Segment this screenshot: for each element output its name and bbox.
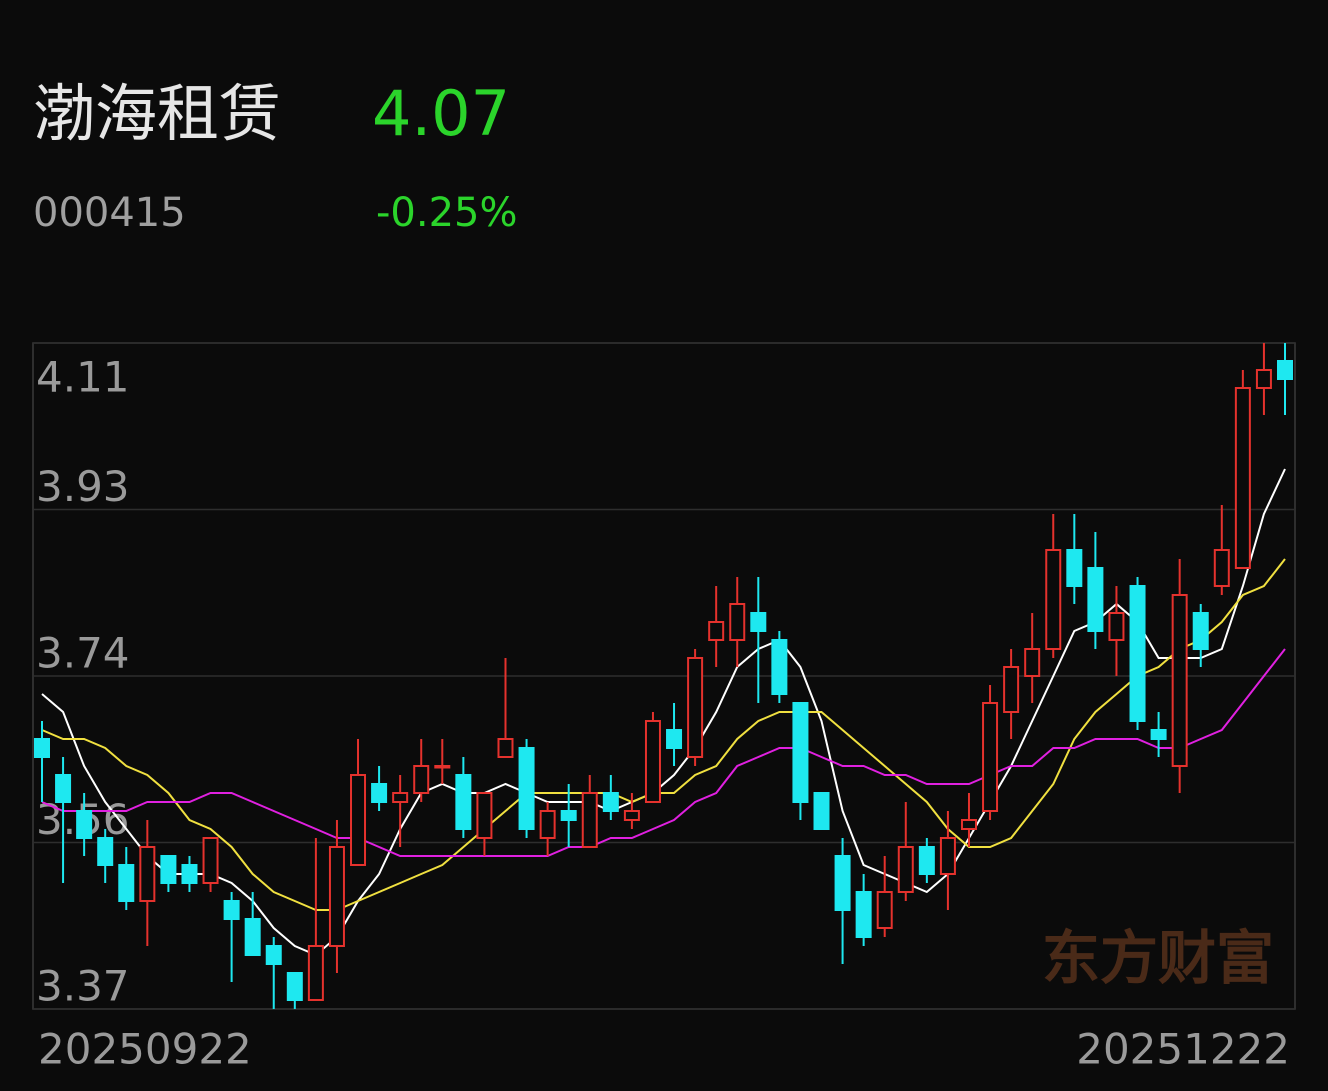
x-tick-label: 20251222: [1076, 1025, 1290, 1074]
candle-body: [1087, 567, 1104, 632]
candle-body: [792, 702, 809, 803]
candle-body: [1277, 360, 1293, 380]
candle-body: [1171, 594, 1188, 767]
candle-body: [55, 774, 72, 803]
candle-body: [623, 810, 640, 821]
candle-body: [581, 792, 598, 848]
candle-body: [855, 891, 872, 938]
stock-price: 4.07: [372, 77, 510, 150]
candle-body: [771, 639, 788, 695]
candle-body: [1255, 369, 1272, 389]
candle-body: [202, 837, 219, 884]
candle-body: [76, 810, 93, 839]
candle-body: [328, 846, 345, 947]
candle-body: [1192, 612, 1209, 650]
candle-body: [644, 720, 661, 803]
moving-average-line: [41, 468, 1286, 957]
candle-body: [307, 945, 324, 1001]
candle-body: [1108, 612, 1125, 641]
candle-body: [244, 918, 261, 956]
candle-body: [539, 810, 556, 839]
candle-body: [371, 783, 388, 803]
moving-average-line: [41, 648, 1286, 857]
candle-body: [286, 972, 303, 1001]
candle-body: [1234, 387, 1251, 569]
y-tick-label: 3.74: [36, 629, 130, 678]
candle-body: [181, 864, 198, 884]
candle-body: [118, 864, 135, 902]
candle-body: [350, 774, 367, 866]
candle-body: [1150, 729, 1167, 740]
candle-body: [918, 846, 935, 875]
moving-average-line: [41, 558, 1286, 911]
y-tick-label: 3.37: [36, 962, 130, 1011]
candle-body: [223, 900, 240, 920]
candle-body: [476, 792, 493, 839]
candle-body: [413, 765, 430, 794]
candle-body: [729, 603, 746, 641]
candle-body: [392, 792, 409, 803]
stock-change: -0.25%: [376, 190, 518, 236]
stock-code: 000415: [33, 190, 186, 236]
candle-body: [265, 945, 282, 965]
candle-body: [1003, 666, 1020, 713]
candle-body: [560, 810, 577, 821]
candle-body: [518, 747, 535, 830]
candle-body: [1024, 648, 1041, 677]
candle-body: [434, 765, 451, 769]
candle-body: [139, 846, 156, 902]
candle-body: [960, 819, 977, 830]
candle-body: [1045, 549, 1062, 650]
candle-body: [982, 702, 999, 812]
stock-name: 渤海租赁: [33, 77, 281, 150]
candle-body: [497, 738, 514, 758]
candle-body: [1213, 549, 1230, 587]
candle-body: [1129, 585, 1146, 722]
candle-body: [666, 729, 683, 749]
candle-body: [97, 837, 114, 866]
candle-body: [160, 855, 177, 884]
candle-body: [897, 846, 914, 893]
candle-body: [1066, 549, 1083, 587]
x-tick-label: 20250922: [38, 1025, 252, 1074]
candle-body: [834, 855, 851, 911]
candle-body: [455, 774, 472, 830]
candle-body: [939, 837, 956, 875]
candle-body: [813, 792, 830, 830]
candle-body: [750, 612, 767, 632]
y-tick-label: 4.11: [36, 353, 130, 402]
candle-body: [708, 621, 725, 641]
y-tick-label: 3.93: [36, 462, 130, 511]
candle-body: [602, 792, 619, 812]
candle-body: [876, 891, 893, 929]
candle-body: [687, 657, 704, 758]
candle-body: [34, 738, 50, 758]
watermark: 东方财富: [1042, 924, 1274, 992]
